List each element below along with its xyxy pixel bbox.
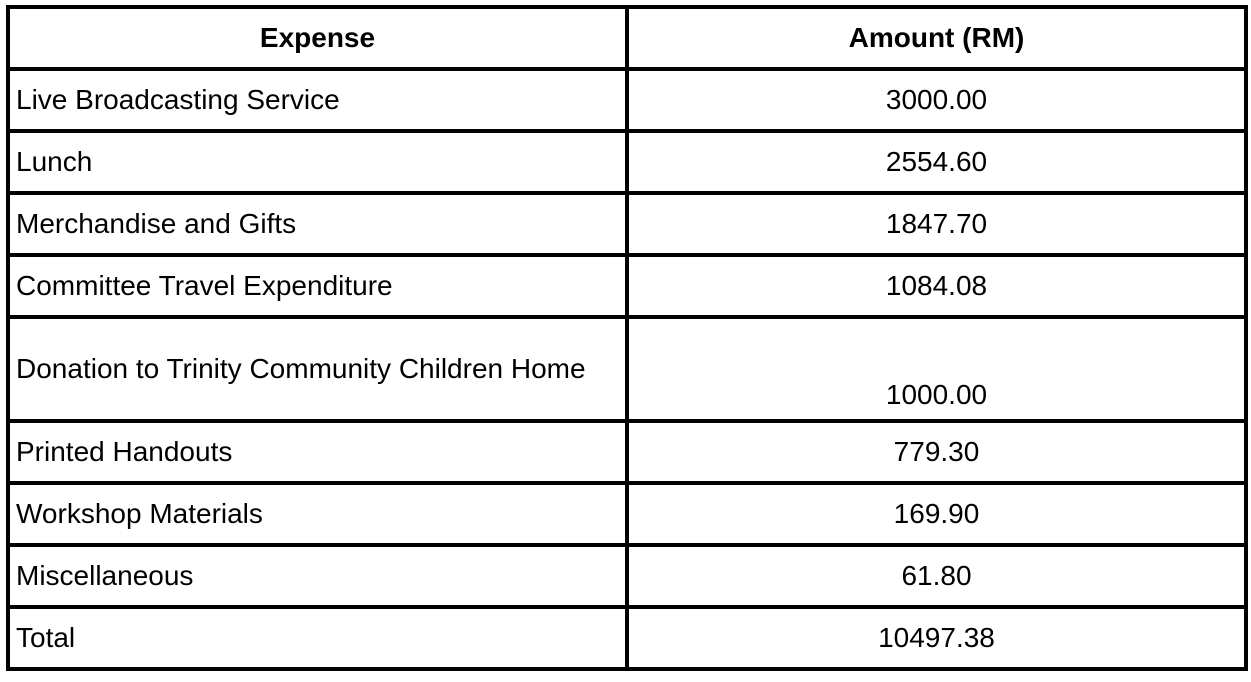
table-row: Workshop Materials 169.90 <box>6 481 1248 547</box>
table-row: Donation to Trinity Community Children H… <box>6 315 1248 423</box>
table-row: Printed Handouts 779.30 <box>6 419 1248 485</box>
amount-cell: 1000.00 <box>625 315 1248 423</box>
amount-cell: 1847.70 <box>625 191 1248 257</box>
amount-cell: 3000.00 <box>625 67 1248 133</box>
expense-column-header: Expense <box>6 5 629 71</box>
table-row: Miscellaneous 61.80 <box>6 543 1248 609</box>
expense-table: Expense Amount (RM) Live Broadcasting Se… <box>6 5 1248 671</box>
header-row: Expense Amount (RM) <box>6 5 1248 71</box>
total-amount: 10497.38 <box>625 605 1248 671</box>
total-label: Total <box>6 605 629 671</box>
amount-cell: 1084.08 <box>625 253 1248 319</box>
expense-cell: Committee Travel Expenditure <box>6 253 629 319</box>
expense-cell: Workshop Materials <box>6 481 629 547</box>
expense-cell: Printed Handouts <box>6 419 629 485</box>
amount-cell: 61.80 <box>625 543 1248 609</box>
table-row: Live Broadcasting Service 3000.00 <box>6 67 1248 133</box>
expense-cell: Miscellaneous <box>6 543 629 609</box>
table-row: Merchandise and Gifts 1847.70 <box>6 191 1248 257</box>
expense-cell: Lunch <box>6 129 629 195</box>
total-row: Total 10497.38 <box>6 605 1248 671</box>
table-row: Lunch 2554.60 <box>6 129 1248 195</box>
expense-cell: Merchandise and Gifts <box>6 191 629 257</box>
amount-cell: 2554.60 <box>625 129 1248 195</box>
amount-cell: 169.90 <box>625 481 1248 547</box>
expense-cell: Donation to Trinity Community Children H… <box>6 315 629 423</box>
amount-cell: 779.30 <box>625 419 1248 485</box>
amount-column-header: Amount (RM) <box>625 5 1248 71</box>
table-row: Committee Travel Expenditure 1084.08 <box>6 253 1248 319</box>
expense-cell: Live Broadcasting Service <box>6 67 629 133</box>
